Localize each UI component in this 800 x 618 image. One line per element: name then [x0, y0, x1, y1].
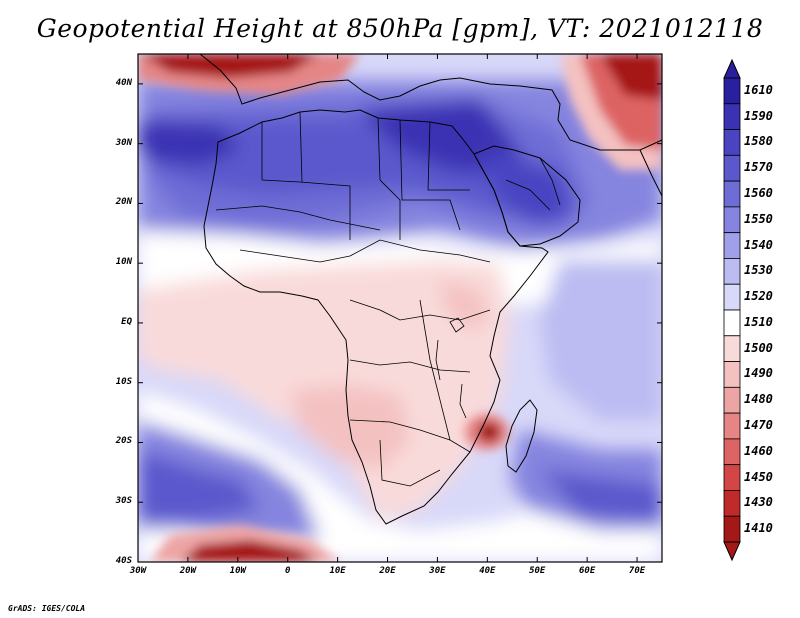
lon-label: 10W — [229, 566, 246, 576]
india-coastline — [639, 149, 663, 197]
colorbar-label: 1520 — [744, 289, 773, 304]
arabia-coastline — [473, 145, 581, 247]
lon-label: 30W — [129, 566, 147, 576]
field-region-south-atlantic-core — [138, 450, 260, 520]
lake-tanganyika — [435, 339, 441, 381]
lat-label: 20N — [115, 197, 132, 208]
colorbar-swatch — [723, 206, 741, 234]
colorbar-label: 1480 — [744, 392, 773, 407]
colorbar-swatch — [723, 515, 741, 543]
coastlines — [199, 53, 663, 525]
colorbar-label: 1500 — [744, 340, 773, 355]
colorbar-label: 1580 — [744, 134, 773, 149]
lat-label: EQ — [121, 316, 132, 327]
field-region-indian-light — [540, 260, 662, 420]
field-region-arabia — [480, 150, 575, 225]
lake-victoria — [449, 317, 465, 333]
colorbar-label: 1560 — [744, 186, 773, 200]
lon-label: 50E — [529, 566, 546, 576]
colorbar-swatch — [723, 438, 741, 466]
border-line — [427, 121, 470, 191]
border-line — [261, 122, 351, 240]
colorbar-swatch — [723, 309, 741, 337]
lon-label: 30E — [429, 566, 446, 576]
lat-label: 30N — [115, 137, 132, 148]
colorbar — [723, 58, 741, 562]
border-line — [239, 239, 491, 263]
lat-label: 10N — [115, 257, 132, 268]
lake-malawi — [459, 383, 467, 419]
colorbar-swatch — [723, 335, 741, 362]
colorbar-swatch — [723, 154, 741, 182]
field-region-indian-ocean-core — [540, 470, 662, 520]
colorbar-label: 1510 — [744, 314, 773, 329]
border-line — [379, 439, 441, 487]
lat-label: 40S — [115, 556, 132, 566]
country-borders — [215, 111, 561, 487]
colorbar-top-arrow — [723, 58, 741, 79]
field-region-egypt-core — [360, 100, 520, 175]
colorbar-label: 1430 — [744, 495, 773, 510]
lon-label: 20E — [379, 566, 396, 576]
chart-title: Geopotential Height at 850hPa [gpm], VT:… — [36, 14, 764, 43]
lat-label: 30S — [115, 496, 132, 507]
colorbar-swatch — [723, 412, 741, 440]
colorbar-label: 1540 — [744, 237, 773, 252]
lon-label: 0 — [284, 566, 291, 576]
colorbar-label: 1590 — [744, 108, 773, 123]
colorbar-bottom-arrow — [723, 541, 741, 562]
colorbar-swatch — [723, 129, 741, 156]
border-line — [419, 299, 451, 441]
madagascar-coastline — [505, 399, 538, 473]
border-line — [377, 117, 401, 240]
colorbar-swatch — [723, 386, 741, 414]
lat-label: 10S — [115, 376, 132, 387]
colorbar-swatch — [723, 361, 741, 388]
border-line — [349, 299, 491, 321]
colorbar-swatch — [723, 490, 741, 517]
colorbar-swatch — [723, 103, 741, 130]
border-line — [215, 205, 381, 231]
border-line — [299, 111, 303, 183]
colorbar-label: 1530 — [744, 263, 773, 278]
colorbar-swatch — [723, 77, 741, 105]
lon-label: 60E — [579, 566, 596, 576]
grads-credit: GrADS: IGES/COLA — [8, 604, 86, 613]
border-line — [349, 359, 471, 373]
border-line — [539, 157, 561, 206]
border-line — [399, 119, 461, 231]
colorbar-label: 1450 — [744, 469, 773, 484]
lat-label: 40N — [115, 77, 132, 88]
lon-label: 10E — [329, 566, 346, 576]
plot-frame — [137, 53, 663, 563]
field-region-southern-ocean-low — [180, 540, 320, 562]
africa-coastline — [203, 109, 549, 525]
colorbar-swatch — [723, 232, 741, 259]
colorbar-swatch — [723, 258, 741, 285]
field-region-central-asia-low — [600, 54, 662, 100]
field-region-north-atlantic — [138, 120, 240, 165]
border-line — [349, 419, 471, 453]
border-line — [505, 179, 551, 211]
axis-ticks — [137, 54, 662, 563]
colorbar-label: 1410 — [744, 521, 773, 536]
colorbar-label: 1460 — [744, 443, 773, 458]
colorbar-swatch — [723, 464, 741, 491]
lon-label: 40E — [479, 566, 496, 576]
colorbar-label: 1610 — [744, 82, 773, 97]
colorbar-label: 1550 — [744, 211, 773, 226]
colorbar-label: 1490 — [744, 366, 773, 381]
field-region-mozambique-low — [478, 422, 500, 442]
colorbar-swatch — [723, 180, 741, 208]
colorbar-swatch — [723, 283, 741, 311]
europe-coastline — [199, 53, 663, 151]
lon-label: 70E — [628, 566, 646, 576]
lat-label: 20S — [115, 436, 132, 447]
colorbar-label: 1570 — [744, 160, 773, 175]
field-region-europe-core — [140, 54, 320, 78]
colorbar-label: 1470 — [744, 418, 773, 432]
lon-label: 20W — [179, 566, 197, 576]
field-region-east-pink — [440, 280, 490, 330]
